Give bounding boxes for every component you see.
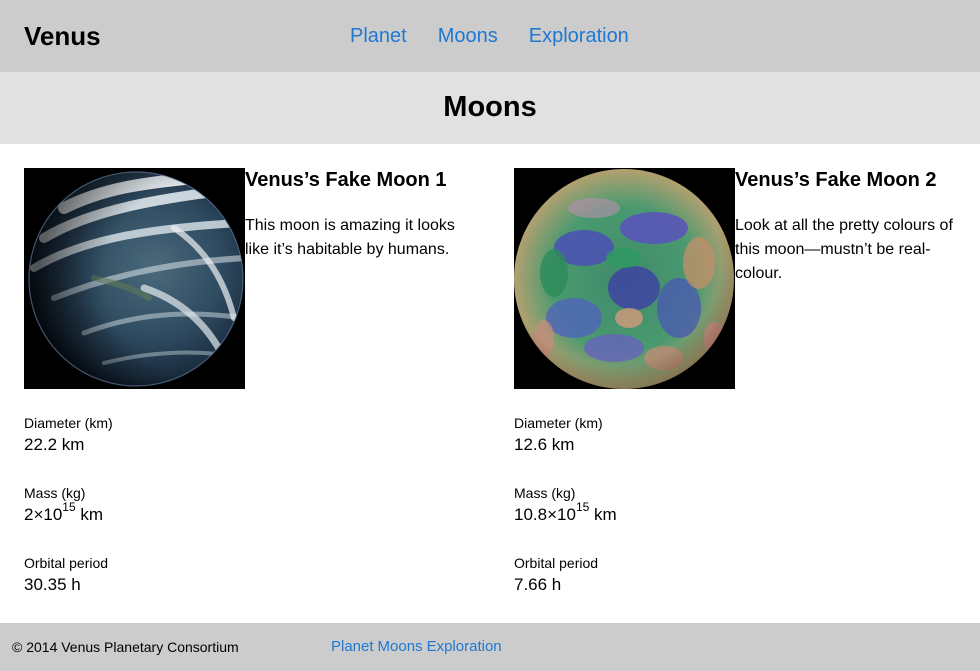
moon-2-facts: Diameter (km) 12.6 km Mass (kg) 10.8×101… xyxy=(514,414,954,624)
mass-base: 10.8×10 xyxy=(514,505,576,524)
moon-1-orbital-period: Orbital period 30.35 h xyxy=(24,554,464,624)
footer-nav: Planet Moons Exploration xyxy=(331,637,506,657)
site-header: Venus Planet Moons Exploration xyxy=(0,0,980,72)
orbital-period-label: Orbital period xyxy=(24,555,109,571)
nav-link-moons[interactable]: Moons xyxy=(437,25,498,47)
moon-1-image xyxy=(24,168,245,389)
earth-like-moon-graphic xyxy=(24,168,245,389)
mass-value: 2×1015 km xyxy=(24,500,464,527)
moon-1-name: Venus’s Fake Moon 1 xyxy=(245,169,447,191)
orbital-period-label: Orbital period xyxy=(514,555,599,571)
false-colour-moon-graphic xyxy=(514,168,735,389)
mass-base: 2×10 xyxy=(24,505,63,524)
moon-card-1: Venus’s Fake Moon 1 This moon is amazing… xyxy=(24,168,490,608)
diameter-value: 22.2 km xyxy=(24,435,85,454)
moon-2-text: Venus’s Fake Moon 2 Look at all the pret… xyxy=(735,168,960,286)
site-footer: © 2014 Venus Planetary Consortium Planet… xyxy=(0,623,980,671)
footer-link-moons[interactable]: Moons xyxy=(377,638,423,655)
moon-2-name: Venus’s Fake Moon 2 xyxy=(735,169,937,191)
moon-1-mass: Mass (kg) 2×1015 km xyxy=(24,484,464,554)
footer-link-exploration[interactable]: Exploration xyxy=(426,638,502,655)
moon-1-text: Venus’s Fake Moon 1 This moon is amazing… xyxy=(245,168,470,262)
footer-link-planet[interactable]: Planet xyxy=(331,638,374,655)
nav-link-planet[interactable]: Planet xyxy=(350,25,407,47)
page-banner: Moons xyxy=(0,72,980,144)
mass-exponent: 15 xyxy=(62,500,76,515)
moon-1-description: This moon is amazing it looks like it’s … xyxy=(245,217,455,258)
mass-exponent: 15 xyxy=(575,500,590,515)
main-nav: Planet Moons Exploration xyxy=(350,22,660,50)
diameter-value: 12.6 km xyxy=(514,435,575,454)
moon-card-2: Venus’s Fake Moon 2 Look at all the pret… xyxy=(514,168,980,608)
mass-value: 10.8×1015 km xyxy=(514,500,954,527)
site-title[interactable]: Venus xyxy=(24,21,101,51)
moon-2-diameter: Diameter (km) 12.6 km xyxy=(514,414,954,484)
moon-2-image xyxy=(514,168,735,389)
moon-1-diameter: Diameter (km) 22.2 km xyxy=(24,414,464,484)
diameter-label: Diameter (km) xyxy=(24,415,113,431)
orbital-period-value: 7.66 h xyxy=(514,575,562,594)
moon-1-facts: Diameter (km) 22.2 km Mass (kg) 2×1015 k… xyxy=(24,414,464,624)
mass-unit: km xyxy=(589,505,617,524)
mass-label: Mass (kg) xyxy=(514,485,576,501)
moon-2-orbital-period: Orbital period 7.66 h xyxy=(514,554,954,624)
orbital-period-value: 30.35 h xyxy=(24,575,81,594)
mass-unit: km xyxy=(75,505,104,524)
nav-link-exploration[interactable]: Exploration xyxy=(528,25,629,47)
diameter-label: Diameter (km) xyxy=(514,415,603,431)
copyright-text: © 2014 Venus Planetary Consortium xyxy=(12,639,239,655)
mass-label: Mass (kg) xyxy=(24,485,86,501)
moon-2-description: Look at all the pretty colours of this m… xyxy=(735,217,953,282)
page-title: Moons xyxy=(443,91,537,123)
moon-2-mass: Mass (kg) 10.8×1015 km xyxy=(514,484,954,554)
